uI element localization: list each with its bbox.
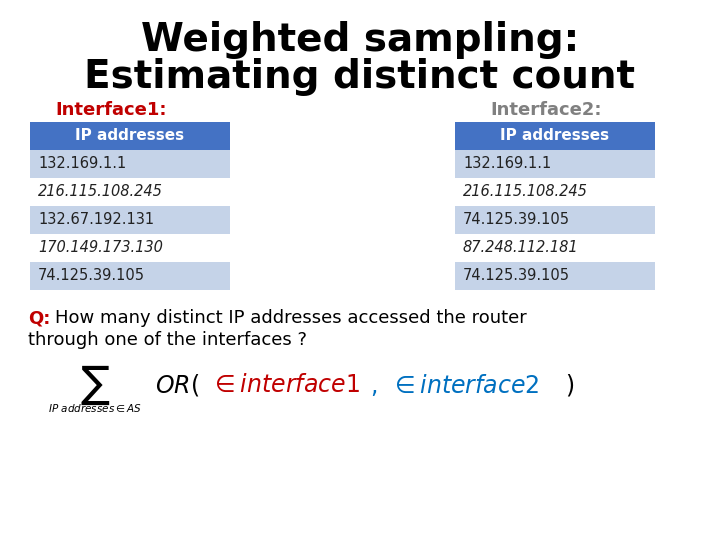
Text: IP addresses: IP addresses bbox=[76, 129, 184, 144]
Text: 132.169.1.1: 132.169.1.1 bbox=[38, 157, 126, 172]
Text: 87.248.112.181: 87.248.112.181 bbox=[463, 240, 579, 255]
Text: 74.125.39.105: 74.125.39.105 bbox=[463, 268, 570, 284]
Text: 74.125.39.105: 74.125.39.105 bbox=[463, 213, 570, 227]
Text: $OR($: $OR($ bbox=[155, 372, 199, 398]
Text: $)$: $)$ bbox=[565, 372, 574, 398]
Text: IP addresses: IP addresses bbox=[500, 129, 610, 144]
Text: $IP\ addresses \in AS$: $IP\ addresses \in AS$ bbox=[48, 402, 142, 414]
Text: 170.149.173.130: 170.149.173.130 bbox=[38, 240, 163, 255]
FancyBboxPatch shape bbox=[455, 178, 655, 206]
FancyBboxPatch shape bbox=[30, 122, 230, 150]
FancyBboxPatch shape bbox=[30, 206, 230, 234]
Text: How many distinct IP addresses accessed the router: How many distinct IP addresses accessed … bbox=[55, 309, 527, 327]
Text: 132.67.192.131: 132.67.192.131 bbox=[38, 213, 154, 227]
FancyBboxPatch shape bbox=[455, 234, 655, 262]
Text: through one of the interfaces ?: through one of the interfaces ? bbox=[28, 331, 307, 349]
FancyBboxPatch shape bbox=[30, 234, 230, 262]
FancyBboxPatch shape bbox=[455, 206, 655, 234]
FancyBboxPatch shape bbox=[455, 150, 655, 178]
Text: Interface1:: Interface1: bbox=[55, 101, 166, 119]
Text: 132.169.1.1: 132.169.1.1 bbox=[463, 157, 552, 172]
Text: Interface2:: Interface2: bbox=[490, 101, 601, 119]
FancyBboxPatch shape bbox=[455, 262, 655, 290]
Text: 216.115.108.245: 216.115.108.245 bbox=[38, 185, 163, 199]
FancyBboxPatch shape bbox=[30, 178, 230, 206]
Text: $,\ \in interface2$: $,\ \in interface2$ bbox=[370, 372, 539, 398]
FancyBboxPatch shape bbox=[30, 262, 230, 290]
Text: Estimating distinct count: Estimating distinct count bbox=[84, 58, 636, 96]
Text: 74.125.39.105: 74.125.39.105 bbox=[38, 268, 145, 284]
Text: $\in interface1$: $\in interface1$ bbox=[210, 373, 360, 397]
Text: Weighted sampling:: Weighted sampling: bbox=[141, 21, 579, 59]
Text: 216.115.108.245: 216.115.108.245 bbox=[463, 185, 588, 199]
Text: Q:: Q: bbox=[28, 309, 50, 327]
FancyBboxPatch shape bbox=[30, 150, 230, 178]
Text: $\sum$: $\sum$ bbox=[80, 363, 110, 407]
FancyBboxPatch shape bbox=[455, 122, 655, 150]
